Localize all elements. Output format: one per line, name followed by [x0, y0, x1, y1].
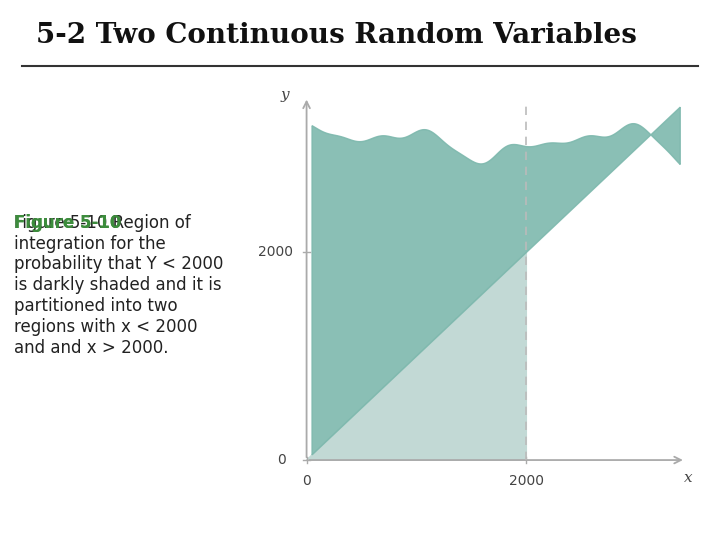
Text: 5-2 Two Continuous Random Variables: 5-2 Two Continuous Random Variables: [36, 22, 637, 49]
Text: y: y: [280, 87, 289, 102]
Polygon shape: [307, 253, 526, 460]
Text: 2000: 2000: [258, 246, 293, 259]
Text: x: x: [683, 471, 692, 485]
Text: Figure 5-10 Region of
integration for the
probability that Y < 2000
is darkly sh: Figure 5-10 Region of integration for th…: [14, 214, 224, 356]
Text: Figure 5-10: Figure 5-10: [14, 214, 122, 232]
Text: Figure 5-10: Figure 5-10: [14, 214, 122, 232]
Text: 2000: 2000: [509, 474, 544, 488]
Text: 0: 0: [277, 453, 286, 467]
Polygon shape: [312, 107, 680, 455]
Text: 0: 0: [302, 474, 311, 488]
